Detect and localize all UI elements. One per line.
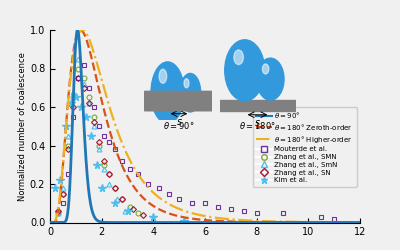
Circle shape — [159, 69, 167, 83]
Circle shape — [257, 58, 284, 100]
Bar — [144, 96, 212, 110]
Text: $\theta = 90°$: $\theta = 90°$ — [163, 120, 195, 131]
Circle shape — [184, 79, 189, 88]
Legend: $\theta = 90°$, $\theta = 180°$ Zeroth-order, $\theta = 180°$ Higher-order, Mout: $\theta = 90°$, $\theta = 180°$ Zeroth-o… — [253, 106, 356, 187]
Circle shape — [262, 64, 269, 74]
Y-axis label: Normalized number of coalescence: Normalized number of coalescence — [18, 52, 27, 201]
Bar — [220, 100, 296, 111]
Text: $\theta = 180°$: $\theta = 180°$ — [239, 120, 276, 131]
Circle shape — [180, 74, 201, 112]
Bar — [144, 91, 212, 110]
Text: $s$: $s$ — [176, 117, 182, 127]
Circle shape — [151, 62, 184, 124]
Circle shape — [225, 40, 265, 101]
Circle shape — [234, 50, 243, 64]
Text: $s$: $s$ — [254, 118, 261, 128]
Bar — [144, 91, 212, 110]
